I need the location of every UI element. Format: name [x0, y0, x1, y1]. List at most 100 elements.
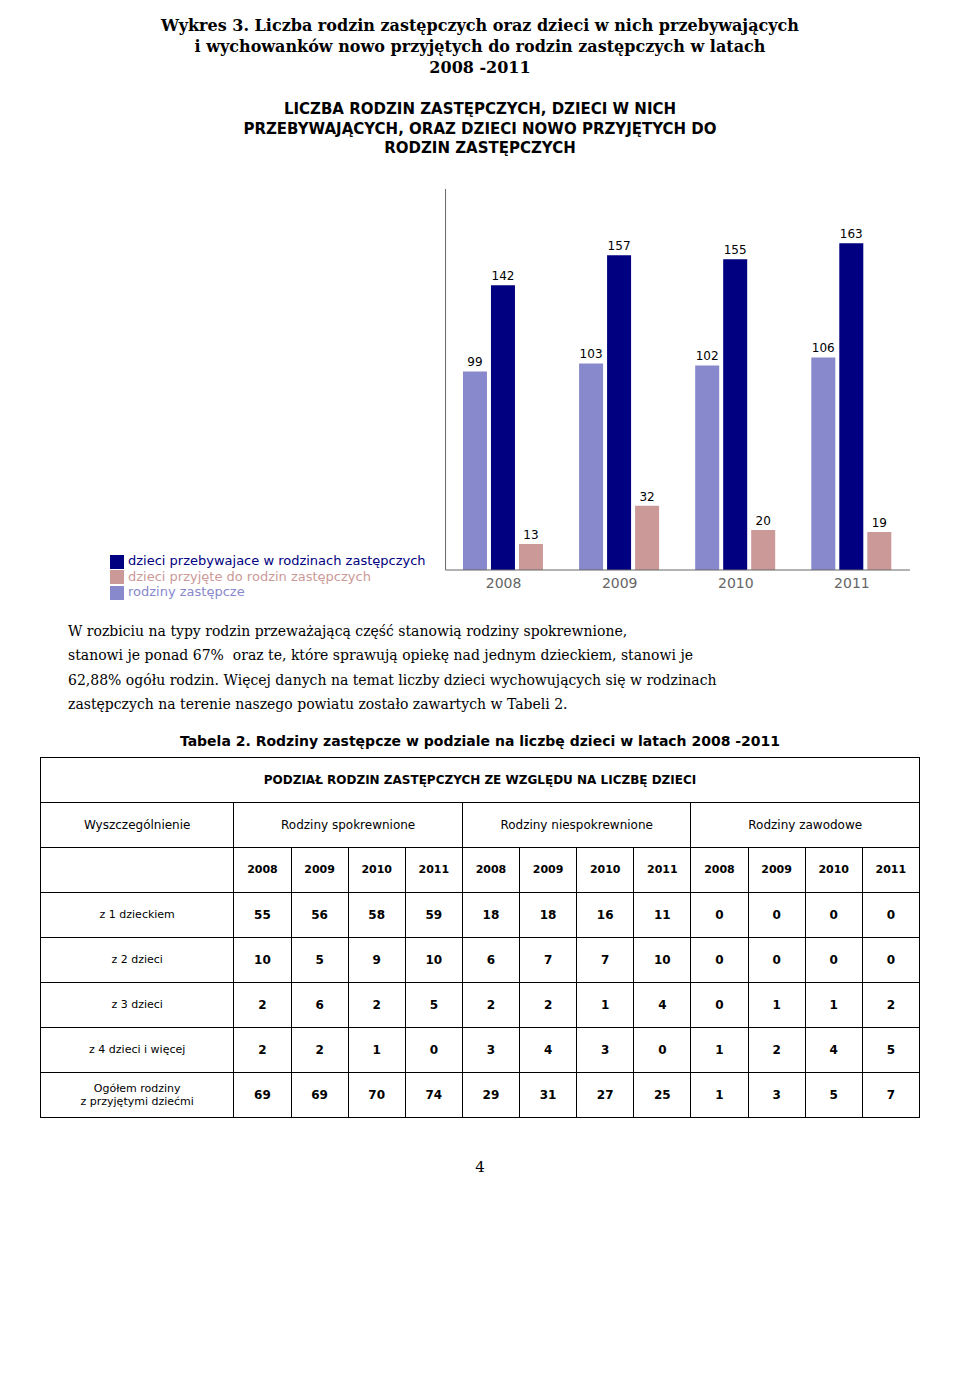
html-text:2009: 2009	[532, 863, 564, 877]
html-text:69: 69	[254, 1087, 271, 1102]
html-text:z 2 dzieci: z 2 dzieci	[111, 953, 163, 967]
html-text:LICZBA RODZIN ZASTĘPCZYCH, DZI: LICZBA RODZIN ZASTĘPCZYCH, DZIECI W NICH…	[243, 100, 717, 158]
html-text:z 4 dzieci i więcej: z 4 dzieci i więcej	[89, 1043, 186, 1057]
html-text:2011: 2011	[647, 863, 678, 877]
html-text:59: 59	[425, 907, 443, 922]
html-text:6: 6	[315, 997, 324, 1012]
html-text:2008: 2008	[704, 863, 735, 877]
html-text:2: 2	[258, 997, 267, 1012]
html-text:18: 18	[539, 907, 557, 922]
html-text:10: 10	[254, 952, 271, 967]
html-text:2010: 2010	[818, 863, 849, 877]
html-text:10: 10	[425, 952, 443, 967]
svg-text:19: 19	[872, 516, 887, 530]
svg-text:157: 157	[608, 239, 631, 253]
html-text:58: 58	[368, 907, 385, 922]
html-text:0: 0	[772, 952, 781, 967]
html-text:2: 2	[886, 997, 896, 1012]
html-text:69: 69	[311, 1087, 328, 1102]
svg-text:2010: 2010	[718, 575, 754, 591]
html-text:7: 7	[886, 1087, 896, 1102]
html-text:4: 4	[475, 1157, 485, 1176]
svg-text:155: 155	[724, 243, 747, 257]
html-text:3: 3	[486, 1042, 496, 1057]
html-text:4: 4	[658, 997, 667, 1012]
html-text:Rodziny spokrewnione: Rodziny spokrewnione	[281, 817, 416, 832]
html-text:zastępczych na terenie naszego: zastępczych na terenie naszego powiatu z…	[68, 696, 568, 713]
html-text:2010: 2010	[361, 863, 392, 877]
html-text:0: 0	[829, 952, 838, 967]
html-text:2: 2	[543, 997, 553, 1012]
svg-text:20: 20	[756, 514, 771, 528]
html-text:29: 29	[482, 1087, 500, 1102]
svg-text:32: 32	[639, 490, 654, 504]
html-text:2: 2	[258, 1042, 267, 1057]
html-text:70: 70	[368, 1087, 385, 1102]
html-text:0: 0	[886, 907, 896, 922]
html-text:11: 11	[654, 907, 671, 922]
svg-text:2011: 2011	[834, 575, 870, 591]
svg-text:13: 13	[523, 528, 538, 542]
html-text:stanowi je ponad 67% oraz te,: stanowi je ponad 67% oraz te, które spra…	[68, 647, 694, 664]
html-text:2008: 2008	[247, 863, 278, 877]
html-text:6: 6	[486, 952, 496, 967]
svg-text:106: 106	[812, 341, 835, 355]
html-text:0: 0	[715, 997, 724, 1012]
html-text:rodziny zastępcze: rodziny zastępcze	[128, 584, 245, 600]
html-text:16: 16	[596, 907, 614, 922]
html-text:55: 55	[254, 907, 271, 922]
html-text:56: 56	[311, 907, 328, 922]
svg-text:99: 99	[467, 355, 482, 369]
html-text:dzieci przyjęte do rodzin zast: dzieci przyjęte do rodzin zastępczych	[128, 568, 371, 584]
svg-text:102: 102	[696, 349, 719, 363]
html-text:4: 4	[543, 1042, 553, 1057]
html-text:62,88% ogółu rodzin. Więcej da: 62,88% ogółu rodzin. Więcej danych na te…	[68, 671, 717, 688]
html-text:5: 5	[886, 1042, 896, 1057]
html-text:Tabela 2. Rodziny zastępcze w: Tabela 2. Rodziny zastępcze w podziale n…	[179, 732, 781, 749]
html-text:W rozbiciu na typy rodzin prze: W rozbiciu na typy rodzin przeważającą c…	[68, 622, 628, 639]
html-text:31: 31	[539, 1087, 557, 1102]
svg-text:163: 163	[840, 227, 863, 241]
html-text:0: 0	[772, 907, 781, 922]
html-text:5: 5	[315, 952, 324, 967]
html-text:PODZIAŁ RODZIN ZASTĘPCZYCH ZE: PODZIAŁ RODZIN ZASTĘPCZYCH ZE WZGLĘDU NA…	[263, 772, 697, 787]
html-text:2011: 2011	[418, 863, 450, 877]
html-text:2: 2	[372, 997, 381, 1012]
html-text:0: 0	[829, 907, 838, 922]
html-text:Ogółem rodziny z przyjętymi dz: Ogółem rodziny z przyjętymi dziećmi	[80, 1081, 194, 1108]
html-text:27: 27	[596, 1087, 614, 1102]
html-text:1: 1	[829, 997, 838, 1012]
html-text:2008: 2008	[475, 863, 507, 877]
html-text:i wychowanków nowo przyjętych: i wychowanków nowo przyjętych do rodzin …	[194, 36, 766, 56]
html-text:25: 25	[654, 1087, 671, 1102]
svg-text:2008: 2008	[486, 575, 522, 591]
html-text:2009: 2009	[304, 863, 335, 877]
html-text:2: 2	[486, 997, 496, 1012]
html-text:Wykres 3. Liczba rodzin zastęp: Wykres 3. Liczba rodzin zastępczych oraz…	[161, 16, 799, 35]
html-text:2009: 2009	[761, 863, 792, 877]
html-text:Rodziny niespokrewnione: Rodziny niespokrewnione	[500, 817, 653, 832]
html-text:1: 1	[772, 997, 781, 1012]
html-text:0: 0	[715, 907, 724, 922]
svg-text:142: 142	[492, 269, 515, 283]
svg-text:103: 103	[580, 347, 603, 361]
html-text:z 1 dzieckiem: z 1 dzieckiem	[99, 908, 175, 922]
html-text:1: 1	[601, 997, 610, 1012]
html-text:dzieci przebywajace w rodzinac: dzieci przebywajace w rodzinach zastępcz…	[128, 553, 426, 569]
html-text:7: 7	[543, 952, 553, 967]
html-text:5: 5	[429, 997, 438, 1012]
svg-text:2009: 2009	[602, 575, 638, 591]
html-text:0: 0	[715, 952, 724, 967]
html-text:7: 7	[601, 952, 610, 967]
html-text:0: 0	[886, 952, 896, 967]
html-text:74: 74	[425, 1087, 443, 1102]
html-text:Rodziny zawodowe: Rodziny zawodowe	[748, 817, 863, 832]
html-text:18: 18	[482, 907, 500, 922]
html-text:2010: 2010	[589, 863, 621, 877]
html-text:z 3 dzieci: z 3 dzieci	[111, 998, 163, 1012]
html-text:2008 -2011: 2008 -2011	[429, 57, 531, 77]
html-text:Wyszczególnienie: Wyszczególnienie	[83, 817, 191, 832]
html-text:9: 9	[372, 952, 381, 967]
html-text:2011: 2011	[875, 863, 907, 877]
html-text:10: 10	[654, 952, 671, 967]
